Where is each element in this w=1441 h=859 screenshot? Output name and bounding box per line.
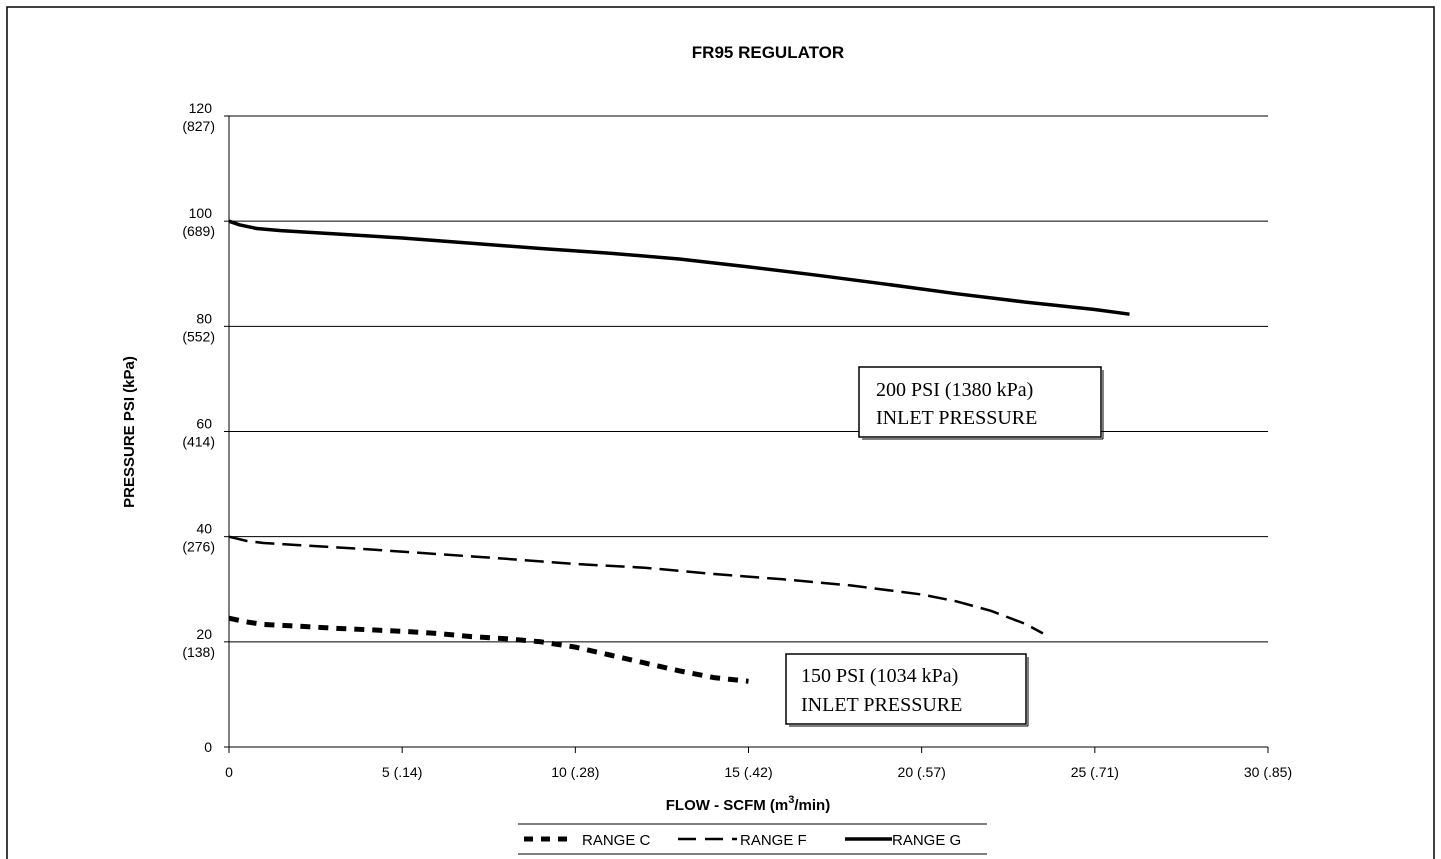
- y-tick-sublabel: (552): [182, 328, 215, 344]
- series-line-range-g: [228, 219, 1130, 316]
- y-tick-label: 60: [196, 416, 212, 432]
- y-tick-label: 100: [189, 205, 213, 221]
- y-tick-sublabel: (689): [182, 223, 215, 239]
- annotation-200psi: 200 PSI (1380 kPa) INLET PRESSURE: [858, 366, 1104, 440]
- annotation-line2: INLET PRESSURE: [801, 694, 962, 716]
- chart-title: FR95 REGULATOR: [692, 43, 844, 62]
- grid-lines: [229, 115, 1268, 643]
- y-tick-sublabel: (138): [182, 644, 215, 660]
- x-tick-label: 15 (.42): [724, 764, 772, 780]
- series-lines: [228, 219, 1130, 684]
- x-tick-label: 30 (.85): [1244, 764, 1292, 780]
- legend-label-range-c: RANGE C: [582, 832, 651, 849]
- legend-label-range-g: RANGE G: [892, 832, 961, 849]
- axes: [224, 115, 1269, 753]
- annotation-line2: INLET PRESSURE: [876, 407, 1037, 429]
- legend: RANGE C RANGE F RANGE G: [518, 823, 987, 855]
- y-tick-label: 40: [196, 521, 212, 537]
- x-tick-label: 20 (.57): [898, 764, 946, 780]
- y-tick-sublabel: (414): [182, 434, 215, 450]
- annotation-line1: 150 PSI (1034 kPa): [801, 665, 958, 687]
- x-axis-title: FLOW - SCFM (m3/min): [666, 794, 830, 814]
- annotation-150psi: 150 PSI (1034 kPa) INLET PRESSURE: [785, 653, 1029, 727]
- y-axis-title: PRESSURE PSI (kPa): [121, 356, 138, 508]
- annotation-line1: 200 PSI (1380 kPa): [876, 379, 1033, 401]
- y-tick-label: 80: [196, 310, 212, 326]
- x-axis-title-main: FLOW - SCFM (m: [666, 797, 788, 814]
- chart-border: [6, 6, 1435, 859]
- y-tick-labels: 0 20 (138) 40 (276) 60 (414) 80 (552) 100 (689) 120…: [182, 100, 215, 755]
- x-tick-labels: 0 5 (.14) 10 (.28) 15 (.42) 20 (.57) 25 (.71)…: [225, 764, 1292, 780]
- series-line-range-c: [228, 615, 749, 684]
- x-tick-label: 25 (.71): [1071, 764, 1119, 780]
- y-tick-label: 20: [196, 626, 212, 642]
- legend-box: [518, 824, 987, 854]
- x-tick-label: 10 (.28): [551, 764, 599, 780]
- y-tick-label: 0: [204, 739, 212, 755]
- annotation-box: [785, 653, 1027, 725]
- legend-label-range-f: RANGE F: [740, 832, 807, 849]
- y-tick-sublabel: (276): [182, 539, 215, 555]
- y-tick-sublabel: (827): [182, 118, 215, 134]
- series-line-range-f: [228, 535, 1044, 635]
- x-axis-title-sup: 3: [788, 794, 794, 806]
- x-tick-label: 5 (.14): [382, 764, 422, 780]
- annotation-box: [858, 366, 1102, 438]
- x-axis-title-tail: /min): [794, 797, 830, 814]
- x-tick-label: 0: [225, 764, 233, 780]
- y-tick-label: 120: [189, 100, 213, 116]
